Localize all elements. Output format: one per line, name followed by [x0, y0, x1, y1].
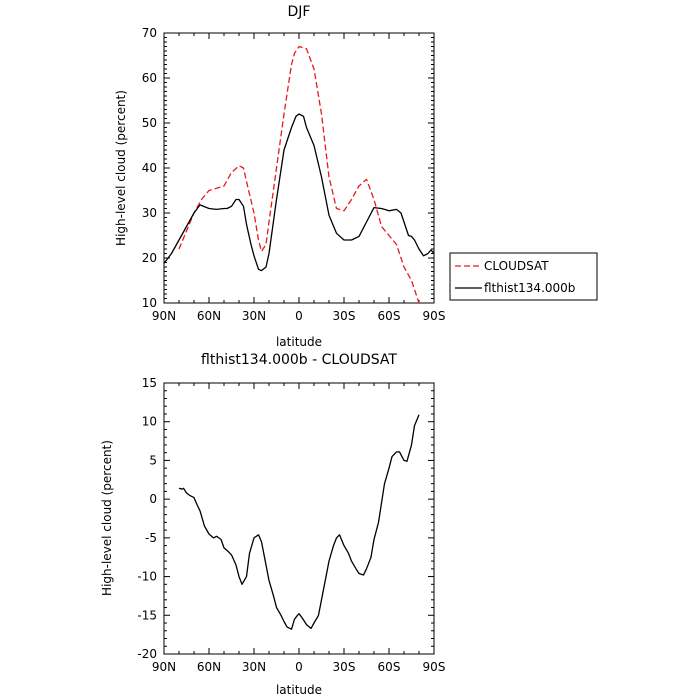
bottom-x-tick-label: 60S — [378, 660, 401, 674]
top-y-tick-label: 20 — [142, 251, 157, 265]
bottom-y-tick-label: -5 — [145, 531, 157, 545]
bottom-y-tick-label: -15 — [137, 608, 157, 622]
bottom-axis-ticks — [163, 382, 435, 655]
top-series-line-cloudsat — [178, 45, 420, 304]
bottom-x-tick-label: 30S — [333, 660, 356, 674]
bottom-series-line-difference — [178, 414, 420, 630]
top-chart: DJF 10 20 30 40 50 60 70 90N 60N 30N 0 30S 60S 90S l… — [114, 4, 445, 349]
top-y-tick-label: 50 — [142, 116, 157, 130]
top-x-tick-label: 90N — [152, 309, 176, 323]
bottom-y-tick-label: 10 — [142, 415, 157, 429]
top-x-tick-label: 30N — [242, 309, 266, 323]
top-axis-ticks — [163, 32, 435, 304]
legend-label-model: flthist134.000b — [484, 281, 575, 295]
bottom-chart: flthist134.000b - CLOUDSAT -20 -15 -10 -5 0 5… — [100, 352, 445, 697]
top-x-tick-label: 60N — [197, 309, 221, 323]
top-series-lines — [163, 45, 435, 304]
bottom-series-lines — [178, 414, 420, 630]
bottom-y-tick-label: -20 — [137, 647, 157, 661]
bottom-x-axis-label: latitude — [276, 683, 322, 697]
bottom-x-tick-label: 90S — [423, 660, 446, 674]
bottom-y-tick-label: 15 — [142, 376, 157, 390]
legend: CLOUDSAT flthist134.000b — [449, 252, 598, 301]
bottom-y-tick-label: 5 — [149, 453, 157, 467]
top-x-tick-label: 60S — [378, 309, 401, 323]
top-series-line-flthist134-000b — [163, 113, 435, 272]
top-y-axis-label: High-level cloud (percent) — [114, 90, 128, 246]
top-y-tick-label: 60 — [142, 71, 157, 85]
top-plot-frame — [163, 32, 435, 304]
bottom-x-tick-labels: 90N 60N 30N 0 30S 60S 90S — [152, 660, 446, 674]
bottom-chart-title: flthist134.000b - CLOUDSAT — [201, 352, 397, 368]
top-x-tick-label: 30S — [333, 309, 356, 323]
bottom-x-tick-label: 30N — [242, 660, 266, 674]
top-x-tick-label: 0 — [295, 309, 303, 323]
bottom-y-tick-label: -10 — [137, 570, 157, 584]
bottom-x-tick-label: 0 — [295, 660, 303, 674]
top-y-tick-label: 40 — [142, 161, 157, 175]
top-y-tick-label: 70 — [142, 26, 157, 40]
top-chart-title: DJF — [288, 4, 311, 20]
top-y-tick-labels: 10 20 30 40 50 60 70 — [142, 26, 157, 310]
top-x-tick-labels: 90N 60N 30N 0 30S 60S 90S — [152, 309, 446, 323]
top-x-tick-label: 90S — [423, 309, 446, 323]
bottom-y-tick-labels: -20 -15 -10 -5 0 5 10 15 — [137, 376, 157, 661]
bottom-x-tick-label: 60N — [197, 660, 221, 674]
bottom-y-axis-label: High-level cloud (percent) — [100, 440, 114, 596]
bottom-x-tick-label: 90N — [152, 660, 176, 674]
bottom-y-tick-label: 0 — [149, 492, 157, 506]
top-y-tick-label: 10 — [142, 296, 157, 310]
legend-label-cloudsat: CLOUDSAT — [484, 259, 549, 273]
top-x-axis-label: latitude — [276, 335, 322, 349]
legend-box — [449, 252, 598, 301]
top-y-tick-label: 30 — [142, 206, 157, 220]
